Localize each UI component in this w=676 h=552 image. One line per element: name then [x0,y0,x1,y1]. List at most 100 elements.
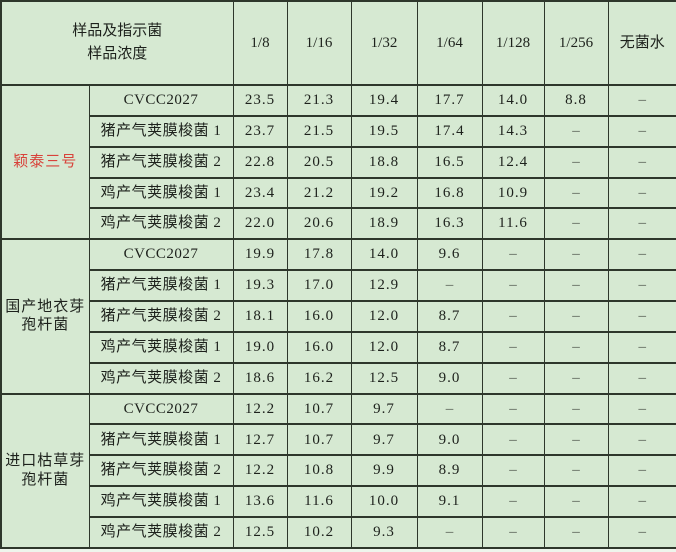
corner-header-line2: 样品浓度 [87,46,148,62]
value-cell: 20.5 [286,145,352,179]
value-cell-empty: – [607,300,676,333]
value-cell: 10.0 [350,485,418,519]
table-header: 样品及指示菌 样品浓度 1/8 1/16 1/32 1/64 1/128 1/256 无菌水 [0,0,676,86]
value-cell: 18.9 [350,207,418,241]
value-cell: 12.0 [350,300,418,333]
value-cell: 9.0 [416,361,483,395]
value-cell-empty: – [481,392,545,426]
column-header-1-16: 1/16 [286,0,352,86]
value-cell: 12.9 [350,269,418,303]
value-cell: 23.4 [232,176,288,210]
value-cell-empty: – [481,238,545,272]
value-cell: 23.5 [232,84,288,117]
value-cell: 19.2 [350,176,418,210]
value-cell: 10.8 [286,454,352,488]
value-cell: 8.7 [416,330,483,364]
value-cell: 9.9 [350,454,418,488]
value-cell-empty: – [543,269,609,303]
value-cell: 8.8 [543,84,609,117]
value-cell: 9.7 [350,392,418,426]
indicator-label: CVCC2027 [88,84,234,117]
table-row: 猪产气荚膜梭菌 2 12.2 10.8 9.9 8.9– – – [1,454,676,488]
value-cell-empty: – [481,300,545,333]
value-cell: 16.5 [416,145,483,179]
group-label: 进口枯草芽孢杆菌 [0,392,90,550]
value-cell: 17.4 [416,114,483,148]
indicator-label: 猪产气荚膜梭菌 1 [88,114,234,148]
table-row: 猪产气荚膜梭菌 2 22.8 20.5 18.8 16.5 12.4– – [1,145,676,179]
table-row: 猪产气荚膜梭菌 1 23.7 21.5 19.5 17.4 14.3– – [1,114,676,148]
value-cell-empty: – [607,516,676,549]
value-cell: 20.6 [286,207,352,241]
value-cell-empty: – [481,454,545,488]
table-row: 猪产气荚膜梭菌 1 12.7 10.7 9.7 9.0– – – [1,423,676,457]
value-cell: 22.0 [232,207,288,241]
table-row: 国产地衣芽孢杆菌 CVCC2027 19.9 17.8 14.0 9.6– – – [0,238,676,395]
value-cell: 16.8 [416,176,483,210]
indicator-label: 猪产气荚膜梭菌 1 [88,269,234,303]
value-cell-empty: – [416,269,483,303]
value-cell-empty: – [543,454,609,488]
column-header-1-32: 1/32 [350,0,418,86]
value-cell-empty: – [607,423,676,457]
value-cell: 9.3 [350,516,418,549]
value-cell-empty: – [543,330,609,364]
value-cell-empty: – [543,145,609,179]
value-cell: 12.5 [350,361,418,395]
value-cell-empty: – [481,423,545,457]
value-cell-empty: – [481,485,545,519]
value-cell: 8.7 [416,300,483,333]
value-cell: 17.7 [416,84,483,117]
value-cell: 11.6 [286,485,352,519]
value-cell: 12.5 [232,516,288,549]
value-cell: 19.5 [350,114,418,148]
table-row: 鸡产气荚膜梭菌 2 12.5 10.2 9.3– – – – [1,516,676,549]
value-cell: 12.7 [232,423,288,457]
value-cell: 12.0 [350,330,418,364]
value-cell: 12.2 [232,392,288,426]
value-cell: 9.1 [416,485,483,519]
indicator-label: 猪产气荚膜梭菌 1 [88,423,234,457]
column-header-1-64: 1/64 [416,0,483,86]
value-cell: 10.7 [286,423,352,457]
value-cell-empty: – [543,207,609,241]
table-row: 颖泰三号 CVCC2027 23.5 21.3 19.4 17.7 14.0 8.8– [0,83,676,241]
value-cell: 14.0 [350,238,418,272]
value-cell: 18.8 [350,145,418,179]
table-row: 鸡产气荚膜梭菌 1 19.0 16.0 12.0 8.7– – – [1,330,676,364]
value-cell: 14.3 [481,114,545,148]
column-header-无菌水: 无菌水 [607,0,676,86]
value-cell: 11.6 [481,207,545,241]
value-cell-empty: – [543,361,609,395]
value-cell: 19.4 [350,84,418,117]
value-cell-empty: – [416,516,483,549]
table-row: 进口枯草芽孢杆菌 CVCC2027 12.2 10.7 9.7– – – – [0,392,676,550]
value-cell-empty: – [607,207,676,241]
value-cell: 18.6 [232,361,288,395]
indicator-label: 鸡产气荚膜梭菌 2 [88,207,234,241]
value-cell-empty: – [543,238,609,272]
table-row: 猪产气荚膜梭菌 2 18.1 16.0 12.0 8.7– – – [1,300,676,333]
value-cell: 14.0 [481,84,545,117]
indicator-label: 猪产气荚膜梭菌 2 [88,300,234,333]
indicator-label: 鸡产气荚膜梭菌 1 [88,330,234,364]
value-cell-empty: – [607,238,676,272]
value-cell: 12.4 [481,145,545,179]
value-cell-empty: – [543,114,609,148]
table-row: 鸡产气荚膜梭菌 1 23.4 21.2 19.2 16.8 10.9– – [1,176,676,210]
value-cell-empty: – [607,269,676,303]
group-label: 颖泰三号 [0,83,90,241]
value-cell-empty: – [607,84,676,117]
value-cell-empty: – [607,485,676,519]
table-row: 猪产气荚膜梭菌 1 19.3 17.0 12.9– – – – [1,269,676,303]
value-cell-empty: – [481,516,545,549]
corner-header: 样品及指示菌 样品浓度 [0,0,234,86]
column-header-1-8: 1/8 [232,0,288,86]
value-cell: 10.9 [481,176,545,210]
value-cell-empty: – [543,485,609,519]
corner-header-line1: 样品及指示菌 [72,22,163,39]
value-cell-empty: – [607,330,676,364]
value-cell-empty: – [607,145,676,179]
